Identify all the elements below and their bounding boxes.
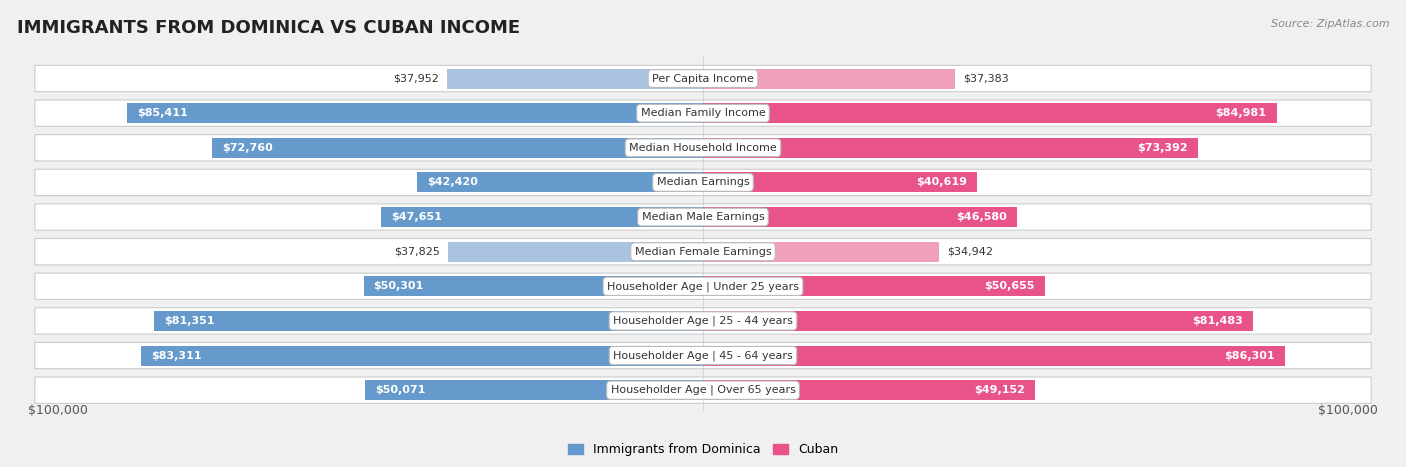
- Text: $100,000: $100,000: [1317, 404, 1378, 417]
- Text: $37,825: $37,825: [394, 247, 440, 257]
- FancyBboxPatch shape: [35, 377, 1371, 403]
- Text: $42,420: $42,420: [427, 177, 478, 187]
- Text: $86,301: $86,301: [1225, 351, 1275, 361]
- Bar: [703, 311, 1253, 331]
- Text: $47,651: $47,651: [391, 212, 443, 222]
- Text: $50,655: $50,655: [984, 281, 1035, 291]
- Text: Median Earnings: Median Earnings: [657, 177, 749, 187]
- Bar: [703, 276, 1045, 297]
- Text: Householder Age | Under 25 years: Householder Age | Under 25 years: [607, 281, 799, 291]
- Text: $37,952: $37,952: [392, 73, 439, 84]
- Text: $81,483: $81,483: [1192, 316, 1243, 326]
- Bar: [447, 69, 703, 89]
- FancyBboxPatch shape: [35, 169, 1371, 196]
- Bar: [703, 138, 1198, 158]
- Text: $50,301: $50,301: [374, 281, 423, 291]
- FancyBboxPatch shape: [35, 308, 1371, 334]
- Bar: [447, 241, 703, 262]
- Text: $84,981: $84,981: [1215, 108, 1267, 118]
- Text: Median Family Income: Median Family Income: [641, 108, 765, 118]
- Text: $83,311: $83,311: [150, 351, 201, 361]
- Text: $46,580: $46,580: [956, 212, 1007, 222]
- Text: Median Household Income: Median Household Income: [628, 143, 778, 153]
- Bar: [141, 346, 703, 366]
- Text: $73,392: $73,392: [1137, 143, 1188, 153]
- FancyBboxPatch shape: [35, 204, 1371, 230]
- Text: Per Capita Income: Per Capita Income: [652, 73, 754, 84]
- Bar: [703, 380, 1035, 400]
- FancyBboxPatch shape: [35, 342, 1371, 369]
- Text: $40,619: $40,619: [915, 177, 967, 187]
- Text: $85,411: $85,411: [136, 108, 187, 118]
- Text: IMMIGRANTS FROM DOMINICA VS CUBAN INCOME: IMMIGRANTS FROM DOMINICA VS CUBAN INCOME: [17, 19, 520, 37]
- Text: $72,760: $72,760: [222, 143, 273, 153]
- Bar: [127, 103, 703, 123]
- FancyBboxPatch shape: [35, 65, 1371, 92]
- Text: $49,152: $49,152: [974, 385, 1025, 395]
- Bar: [416, 172, 703, 192]
- Bar: [703, 241, 939, 262]
- Bar: [703, 346, 1285, 366]
- Text: Source: ZipAtlas.com: Source: ZipAtlas.com: [1271, 19, 1389, 28]
- Text: $100,000: $100,000: [28, 404, 89, 417]
- Text: Median Female Earnings: Median Female Earnings: [634, 247, 772, 257]
- Bar: [703, 69, 955, 89]
- Bar: [364, 276, 703, 297]
- Text: $50,071: $50,071: [375, 385, 426, 395]
- Text: $81,351: $81,351: [165, 316, 215, 326]
- Bar: [703, 103, 1277, 123]
- Bar: [703, 172, 977, 192]
- FancyBboxPatch shape: [35, 273, 1371, 299]
- Bar: [155, 311, 703, 331]
- Bar: [381, 207, 703, 227]
- FancyBboxPatch shape: [35, 100, 1371, 127]
- Text: Householder Age | 45 - 64 years: Householder Age | 45 - 64 years: [613, 350, 793, 361]
- Text: $34,942: $34,942: [946, 247, 993, 257]
- Bar: [212, 138, 703, 158]
- Text: Householder Age | Over 65 years: Householder Age | Over 65 years: [610, 385, 796, 396]
- Text: Householder Age | 25 - 44 years: Householder Age | 25 - 44 years: [613, 316, 793, 326]
- Bar: [366, 380, 703, 400]
- Text: Median Male Earnings: Median Male Earnings: [641, 212, 765, 222]
- Legend: Immigrants from Dominica, Cuban: Immigrants from Dominica, Cuban: [562, 439, 844, 461]
- Text: $37,383: $37,383: [963, 73, 1010, 84]
- FancyBboxPatch shape: [35, 239, 1371, 265]
- Bar: [703, 207, 1018, 227]
- FancyBboxPatch shape: [35, 134, 1371, 161]
